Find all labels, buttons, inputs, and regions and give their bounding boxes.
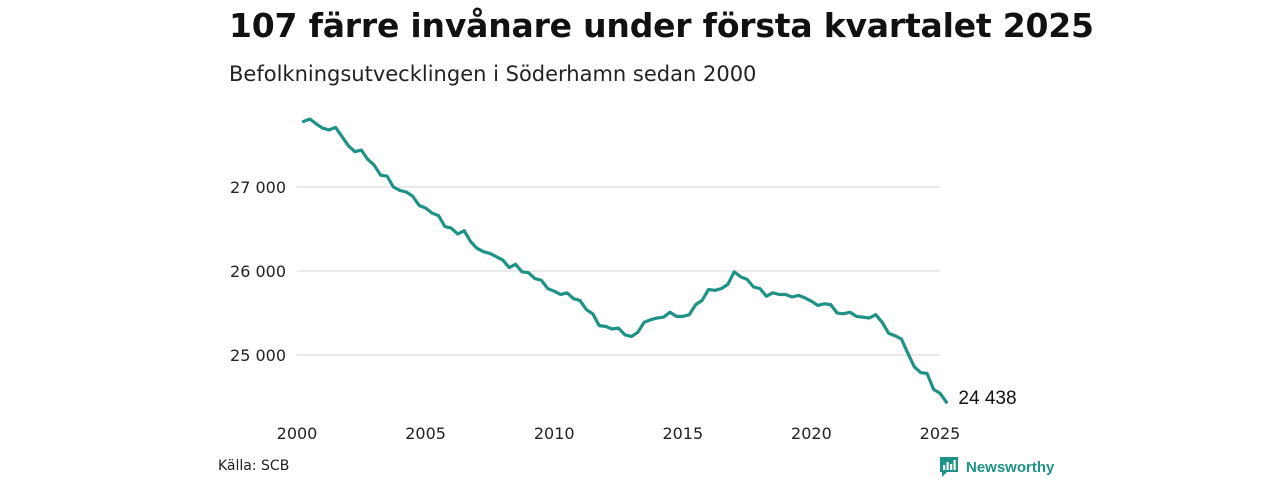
x-axis-tick-labels: 2000 2005 2010 2015 2020 2025 [277,424,961,443]
grid-lines [297,186,940,356]
x-tick-label: 2000 [277,424,318,443]
brand-name: Newsworthy [966,458,1055,476]
newsworthy-brand: Newsworthy [938,455,1054,479]
y-tick-label: 25 000 [230,346,286,365]
y-tick-label: 26 000 [230,262,286,281]
y-axis-tick-labels: 25 000 26 000 27 000 [230,178,286,365]
x-tick-label: 2010 [534,424,575,443]
population-series-line [301,117,948,404]
chart-title: 107 färre invånare under första kvartale… [229,6,1094,45]
y-tick-label: 27 000 [230,178,286,197]
x-tick-label: 2025 [920,424,961,443]
x-tick-label: 2005 [405,424,446,443]
end-value-label: 24 438 [958,388,1016,409]
chart-subtitle: Befolkningsutvecklingen i Söderhamn seda… [229,62,757,86]
x-tick-label: 2015 [662,424,703,443]
newsworthy-logo-icon [940,457,958,477]
source-label: Källa: SCB [218,458,290,474]
x-tick-label: 2020 [791,424,832,443]
